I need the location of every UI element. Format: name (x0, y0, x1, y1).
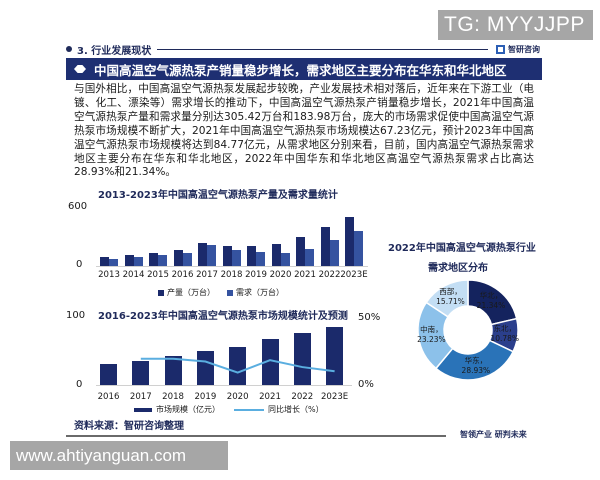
bar-production (149, 253, 158, 266)
source-note: 资料来源：智研咨询整理 (74, 421, 184, 432)
footer-divider (66, 435, 446, 437)
section-heading: 3. 行业发展现状 智研咨询 (66, 42, 540, 57)
x-tick-label: 2019 (194, 392, 217, 402)
bar-demand (207, 244, 216, 266)
x-tick-label: 2020 (269, 270, 292, 280)
bar-market-size (100, 364, 117, 385)
bar-market-size (229, 347, 247, 385)
x-tick-label: 2021 (259, 392, 281, 402)
bar-demand (158, 255, 167, 266)
bar-demand (305, 248, 314, 266)
legend-market: 市场规模（亿元） (156, 405, 220, 414)
bar-demand (256, 251, 265, 266)
legend-swatch-market (134, 407, 152, 412)
bullet-icon (66, 46, 72, 52)
x-tick-label: 2019 (245, 270, 267, 280)
bar-production (198, 242, 207, 266)
donut-label: 东北， 10.78% (490, 324, 520, 344)
donut-label: 中南， 23.23% (417, 325, 446, 345)
x-tick-label: 2016 (171, 270, 194, 280)
x-tick-label: 2013 (98, 270, 120, 280)
legend-swatch-production (158, 289, 164, 296)
x-tick-label: 2022 (318, 270, 341, 280)
url-overlay: www.ahtiyanguan.com (10, 441, 228, 470)
section-label: 3. 行业发展现状 (77, 45, 152, 57)
bar-demand (329, 239, 339, 266)
x-tick-label: 2023E (320, 392, 349, 402)
brand-name: 智研咨询 (508, 44, 540, 54)
bar-production (247, 246, 256, 266)
x-tick-label: 2017 (196, 270, 218, 280)
donut-label: 华东， 28.93% (461, 356, 491, 376)
bar-market-size (132, 360, 150, 385)
x-tick-label: 2015 (147, 270, 169, 280)
bar-market-size (164, 356, 182, 385)
legend-swatch-growth (234, 408, 264, 411)
bar-market-size (196, 351, 214, 385)
legend-demand: 需求（万台） (236, 288, 284, 297)
chart3-ytick-right-zero: 0% (358, 379, 374, 390)
growth-rate-line (140, 357, 335, 374)
x-tick-label: 2016 (97, 392, 120, 402)
chart2-title-line1: 2022年中国高温空气源热泵行业 (388, 243, 536, 254)
section-divider (157, 48, 488, 50)
chart2-title-line2: 需求地区分布 (428, 263, 488, 274)
bar-production (222, 246, 232, 266)
brand-logo-icon (496, 44, 505, 54)
footer-slogan: 智领产业 研判未来 (460, 430, 527, 439)
chart3-baseline (96, 385, 352, 386)
body-paragraph: 与国外相比，中国高温空气源热泵发展起步较晚，产业发展技术相对落后，近年来在下游工… (74, 83, 534, 179)
chart1-ytick-max: 600 (68, 201, 88, 212)
donut-slice-华东 (434, 339, 515, 381)
diamond-icon (74, 65, 86, 73)
bar-production (345, 217, 354, 266)
chart3-ytick-left-max: 100 (66, 310, 86, 321)
bar-production (173, 250, 183, 266)
x-tick-label: 2017 (129, 392, 152, 402)
chart3-ytick-right-max: 50% (358, 312, 381, 323)
legend-production: 产量（万台） (167, 288, 215, 297)
donut-label: 西部， 15.71% (436, 287, 465, 307)
brand: 智研咨询 (496, 44, 540, 55)
chart1-baseline (96, 266, 368, 267)
legend-growth: 同比增长（%） (268, 405, 324, 414)
page-title: 中国高温空气源热泵产销量稳步增长，需求地区主要分布在华东和华北地区 (94, 62, 507, 78)
chart3-legend: 市场规模（亿元） 同比增长（%） (134, 404, 324, 415)
bar-demand (354, 231, 363, 266)
chart3-title: 2016-2023年中国高温空气源热泵市场规模统计及预测 (98, 311, 348, 322)
x-tick-label: 2018 (162, 392, 185, 402)
x-tick-label: 2023E (340, 270, 368, 280)
x-tick-label: 2022 (291, 392, 314, 402)
telegram-tag-overlay: TG: MYYJJPP (438, 10, 593, 40)
bar-demand (133, 256, 143, 266)
bar-production (271, 244, 281, 266)
x-tick-label: 2020 (226, 392, 249, 402)
x-tick-label: 2014 (122, 270, 145, 280)
x-tick-label: 2021 (294, 270, 316, 280)
bar-demand (109, 258, 118, 266)
bar-demand (231, 250, 241, 266)
legend-swatch-demand (227, 289, 233, 296)
bar-market-size (293, 333, 311, 385)
bar-market-size (261, 338, 279, 385)
donut-label: 华北， 21.34% (476, 291, 506, 310)
bar-production (296, 236, 305, 266)
bar-production (124, 255, 134, 266)
donut-slice-西部 (425, 279, 469, 318)
chart2-donut (417, 279, 519, 381)
chart1-ytick-zero: 0 (76, 259, 83, 270)
x-tick-label: 2018 (220, 270, 243, 280)
chart1-legend: 产量（万台） 需求（万台） (158, 287, 284, 298)
chart1-title: 2013-2023年中国高温空气源热泵产量及需求量统计 (98, 190, 338, 201)
bar-production (100, 256, 109, 266)
chart3-ytick-left-zero: 0 (76, 379, 83, 390)
bar-production (320, 227, 330, 266)
bar-demand (182, 252, 192, 266)
page-title-bar: 中国高温空气源热泵产销量稳步增长，需求地区主要分布在华东和华北地区 (66, 58, 542, 80)
bar-demand (280, 253, 290, 266)
